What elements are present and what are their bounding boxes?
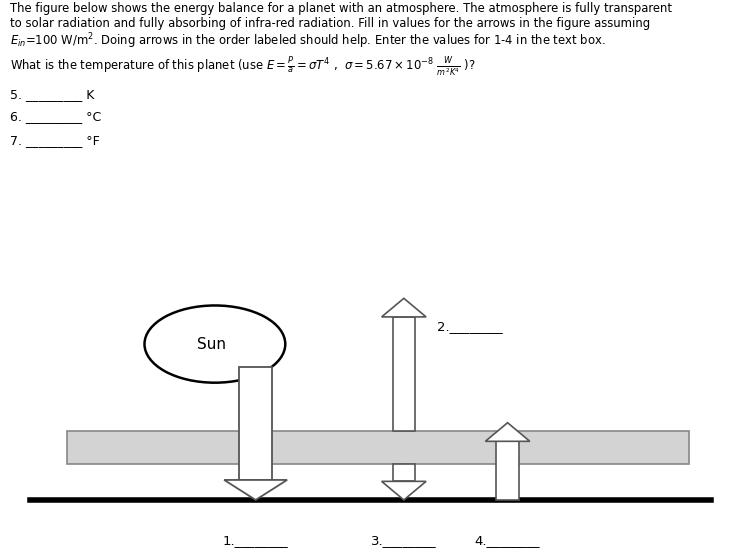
Text: 7. _________ °F: 7. _________ °F bbox=[10, 134, 99, 147]
Text: 5. _________ K: 5. _________ K bbox=[10, 88, 94, 101]
Text: 3.________: 3.________ bbox=[371, 534, 436, 547]
Bar bbox=[393, 464, 415, 481]
Ellipse shape bbox=[144, 305, 285, 383]
Polygon shape bbox=[224, 480, 287, 500]
Text: 4.________: 4.________ bbox=[475, 534, 540, 547]
Polygon shape bbox=[382, 298, 426, 317]
Polygon shape bbox=[485, 423, 530, 441]
Text: to solar radiation and fully absorbing of infra-red radiation. Fill in values fo: to solar radiation and fully absorbing o… bbox=[10, 16, 650, 30]
Text: 2.________: 2.________ bbox=[437, 321, 503, 333]
Bar bbox=[239, 367, 272, 480]
Bar bbox=[393, 317, 415, 431]
Text: Sun: Sun bbox=[196, 337, 226, 351]
Text: $E_{in}$=100 W/m$^2$. Doing arrows in the order labeled should help. Enter the v: $E_{in}$=100 W/m$^2$. Doing arrows in th… bbox=[10, 31, 605, 51]
Polygon shape bbox=[382, 481, 426, 500]
Text: 6. _________ °C: 6. _________ °C bbox=[10, 110, 101, 123]
Bar bbox=[496, 441, 519, 500]
Text: 1.________: 1.________ bbox=[223, 534, 288, 547]
Text: The figure below shows the energy balance for a planet with an atmosphere. The a: The figure below shows the energy balanc… bbox=[10, 2, 671, 15]
Text: What is the temperature of this planet (use $E = \frac{P}{a} = \sigma T^4$ ,  $\: What is the temperature of this planet (… bbox=[10, 56, 476, 79]
Bar bbox=[67, 431, 689, 464]
